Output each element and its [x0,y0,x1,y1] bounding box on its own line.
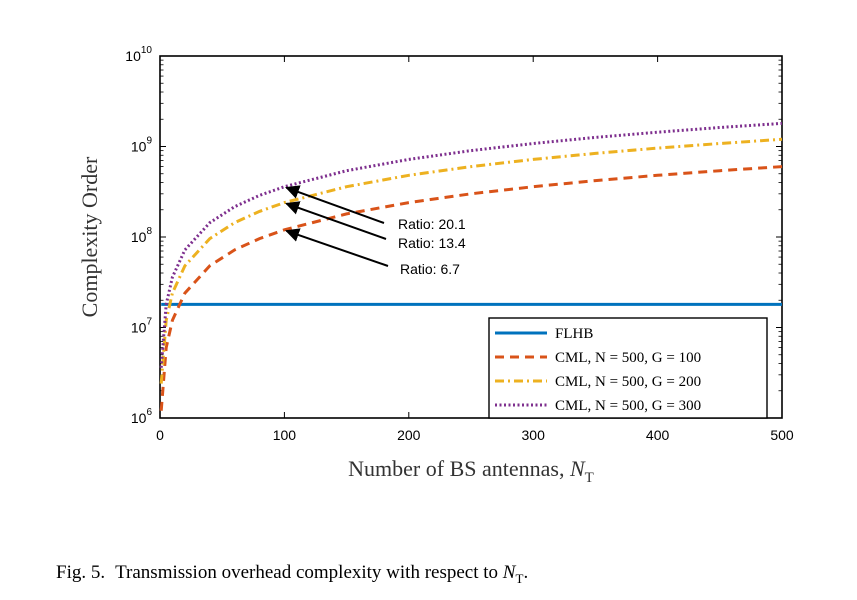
caption-sub: T [515,570,524,586]
legend-label: CML, N = 500, G = 200 [555,374,701,390]
label-sub: T [585,470,594,486]
caption-number: Fig. 5. [56,562,106,583]
annotation-arrow [285,228,389,267]
caption-part: . [523,562,529,583]
legend-label: CML, N = 500, G = 100 [555,350,701,366]
x-tick-label: 500 [770,427,794,443]
figure-caption: Fig. 5. Transmission overhead complexity … [56,562,528,587]
y-tick-base: 10 [131,320,147,336]
legend: FLHB CML, N = 500, G = 100 CML, N = 500, G… [488,317,768,419]
legend-label: CML, N = 500, G = 300 [555,398,701,414]
y-tick-exp: 6 [146,407,152,418]
y-tick-label: 1010 [125,45,152,64]
annotation-arrow [285,185,385,224]
y-tick-exp: 9 [146,136,152,147]
legend-box [488,317,768,419]
annotations: Ratio: 20.1 Ratio: 13.4 Ratio: 6.7 [285,185,466,277]
x-tick-label: 200 [397,427,421,443]
label-n: N [569,456,586,481]
axis-labels: Number of BS antennas, NT Complexity Orde… [77,156,594,486]
legend-label: FLHB [555,326,593,342]
x-axis-label: Number of BS antennas, NT [348,456,594,486]
x-tick-label: 300 [522,427,546,443]
annotation-label: Ratio: 13.4 [398,235,466,251]
y-tick-base: 10 [131,139,147,155]
series-group [159,121,783,411]
y-tick-label: 109 [131,136,153,155]
y-tick-label: 106 [131,407,153,426]
y-tick-exp: 8 [146,226,152,237]
y-tick-base: 10 [131,229,147,245]
y-tick-base: 10 [131,410,147,426]
label-part: Number of BS antennas, [348,456,570,481]
annotation-label: Ratio: 20.1 [398,216,466,232]
caption-text: Transmission overhead complexity with re… [115,562,529,586]
y-tick-label: 107 [131,317,153,336]
annotation-arrow [285,201,387,240]
y-tick-label: 108 [131,226,153,245]
x-tick-label: 100 [273,427,297,443]
y-tick-exp: 10 [141,45,153,56]
series-line-2 [159,165,783,411]
series-line-3 [159,137,783,384]
y-tick-base: 10 [125,48,141,64]
x-tick-label: 400 [646,427,670,443]
caption-part: Transmission overhead complexity with re… [115,562,503,583]
y-axis-label: Complexity Order [77,156,102,317]
caption-n: N [502,562,516,583]
annotation-label: Ratio: 6.7 [400,261,460,277]
x-tick-label: 0 [156,427,164,443]
y-tick-exp: 7 [146,317,152,328]
